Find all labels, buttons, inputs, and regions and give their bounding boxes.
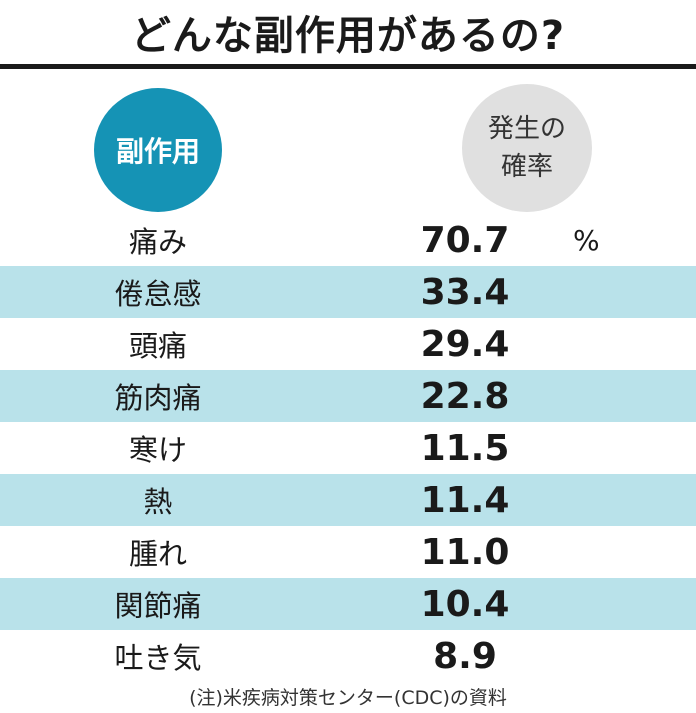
probability-header-line2: 確率 — [500, 152, 553, 182]
table-row: 腫れ 11.0 — [0, 526, 696, 578]
probability-value: 8.9 — [433, 635, 497, 677]
table-row: 痛み 70.7% — [0, 214, 696, 266]
side-effect-label: 腫れ — [128, 537, 187, 571]
source-note: (注)米疾病対策センター(CDC)の資料 — [189, 687, 507, 709]
probability-value: 29.4 — [420, 323, 510, 365]
probability-column-header: 発生の 確率 — [462, 84, 592, 212]
probability-value: 11.4 — [420, 479, 510, 521]
table-row: 寒け 11.5 — [0, 422, 696, 474]
title-divider — [0, 64, 696, 69]
side-effect-label: 筋肉痛 — [114, 381, 202, 415]
probability-value: 11.5 — [420, 427, 510, 469]
side-effect-label: 吐き気 — [114, 641, 202, 675]
side-effect-label: 倦怠感 — [114, 277, 202, 311]
probability-value: 10.4 — [420, 583, 510, 625]
probability-value: 70.7 — [420, 219, 510, 261]
side-effect-label: 熱 — [143, 485, 173, 519]
table-row: 頭痛 29.4 — [0, 318, 696, 370]
probability-value: 11.0 — [420, 531, 510, 573]
side-effect-column-header: 副作用 — [94, 88, 222, 212]
side-effect-label: 頭痛 — [128, 329, 187, 363]
probability-header-line1: 発生の — [487, 114, 566, 144]
probability-value: 33.4 — [420, 271, 510, 313]
percent-unit: % — [573, 223, 600, 257]
table-row: 筋肉痛 22.8 — [0, 370, 696, 422]
table-row: 倦怠感 33.4 — [0, 266, 696, 318]
side-effect-label: 痛み — [128, 225, 187, 259]
side-effect-label: 寒け — [128, 433, 187, 467]
probability-value: 22.8 — [420, 375, 510, 417]
table-row: 関節痛 10.4 — [0, 578, 696, 630]
table-row: 熱 11.4 — [0, 474, 696, 526]
chart-title: どんな副作用があるの? — [130, 13, 566, 59]
side-effect-header-label: 副作用 — [115, 135, 200, 168]
table-row: 吐き気 8.9 — [0, 630, 696, 682]
side-effect-label: 関節痛 — [114, 589, 202, 623]
